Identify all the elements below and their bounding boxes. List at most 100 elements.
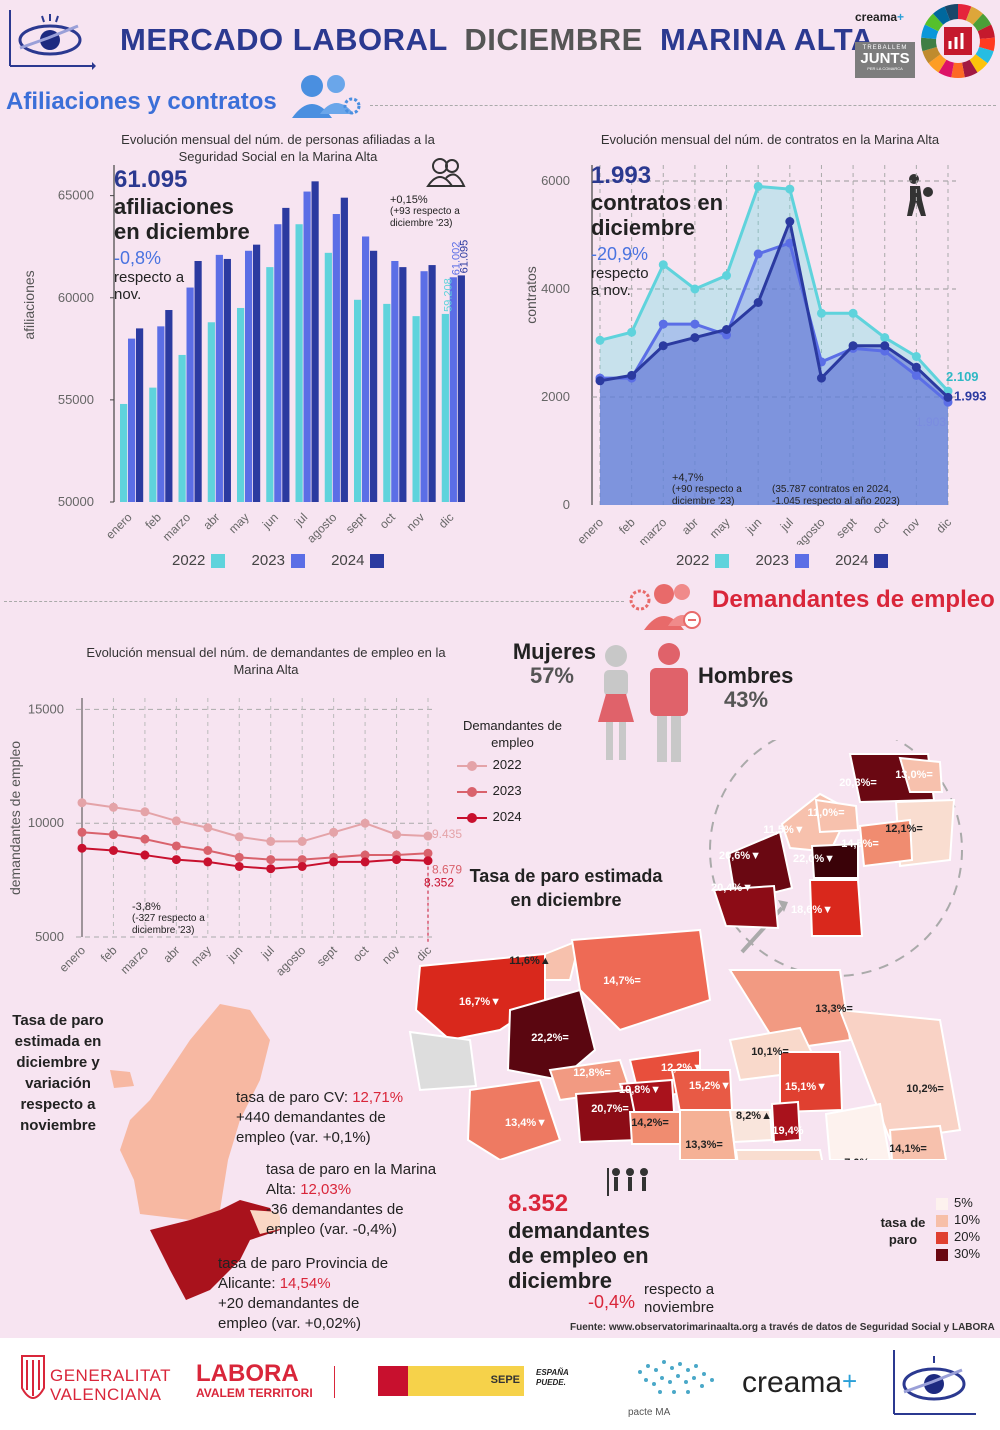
page-title: MERCADO LABORAL DICIEMBRE MARINA ALTA: [120, 22, 874, 58]
map-region-label: 16,7%▼: [459, 996, 501, 1008]
point-2022-marzo: [658, 260, 668, 270]
afiliaciones-variation: -0,8%: [114, 248, 162, 268]
legend-2022-label: 2022: [172, 552, 206, 569]
x-tick-label: oct: [350, 943, 372, 965]
sdg-segment: [969, 54, 988, 73]
bar-2024-oct: [399, 267, 407, 502]
x-tick-label: jun: [223, 943, 245, 965]
map-region-label: 22,2%=: [531, 1032, 569, 1044]
job-seekers-group-icon: [629, 584, 701, 630]
group-icon: [288, 72, 368, 124]
footer-divider: [334, 1366, 335, 1398]
point-2022-oct: [880, 333, 890, 343]
labora-line1: LABORA: [196, 1360, 299, 1387]
bar-end-label: 59.208: [443, 278, 455, 312]
total-variation-label: respecto a noviembre: [644, 1281, 715, 1316]
point-2024-jul: [266, 864, 276, 874]
afiliaciones-big-value: 61.095: [114, 166, 188, 193]
bar-2022-jul: [295, 224, 303, 503]
eye-logo-icon: [9, 10, 96, 70]
zoom-region: [810, 842, 859, 879]
sdg-segment: [924, 13, 944, 32]
bar-2023-nov: [420, 271, 428, 502]
map-region-label: 20,6%▼: [719, 850, 761, 862]
afiliaciones-chart: 50000 55000 60000 65000 afiliaciones enero feb…: [21, 165, 471, 545]
afiliaciones-chart-title: Evolución mensual del núm. de personas a…: [121, 132, 435, 164]
bar-2023-enero: [128, 338, 136, 502]
legend-2024-label: 2024: [331, 552, 365, 569]
bar-2024-jul: [311, 181, 319, 502]
map-region-label: 18,6%▼: [791, 904, 833, 916]
point-2024-sept: [329, 857, 339, 867]
cv-block-title: Tasa de paro estimada en diciembre y var…: [12, 1012, 104, 1134]
y-tick-label: 6000: [541, 173, 570, 188]
zoom-region: [712, 884, 780, 930]
map-legend-item-5: 5%: [936, 1194, 980, 1211]
legend-2023-label: 2023: [251, 552, 285, 569]
legend-dem-2022-label: 2022: [492, 757, 522, 772]
hombres-label: Hombres: [698, 663, 794, 688]
point-2022-oct: [360, 818, 370, 828]
zoom-circle: [709, 740, 963, 977]
x-tick-label: sept: [833, 515, 859, 541]
legend-dem-2024: 2024: [455, 809, 570, 835]
contratos-legend: 2022 2023 2024: [676, 552, 889, 569]
legend2-2023-swatch: [794, 554, 809, 569]
bar-2023-jul: [303, 191, 311, 502]
bar-2022-sept: [354, 299, 362, 502]
line-2023: [81, 831, 429, 861]
map-legend-item-10: 10%: [936, 1211, 980, 1228]
afiliaciones-note-detail: (+93 respecto a diciembre '23): [390, 206, 460, 229]
afiliaciones-note-pct: +0,15%: [390, 194, 428, 206]
x-tick-label: agosto: [273, 943, 309, 979]
bar-2022-nov: [412, 316, 420, 502]
hombres-block: Hombres 43%: [698, 664, 808, 712]
map-region: [466, 1078, 562, 1160]
bar-end-label: 61.095: [459, 240, 471, 274]
point-2023-marzo: [658, 319, 668, 329]
man-icon: [644, 642, 694, 769]
prov-text1: tasa de paro Provincia de Alicante:: [218, 1255, 389, 1292]
map-region: [734, 1149, 824, 1160]
section-divider-bottom: [4, 601, 624, 602]
point-2024-may: [722, 325, 732, 334]
afiliaciones-big-label: afiliaciones en diciembre: [114, 194, 250, 244]
x-tick-label: agosto: [304, 510, 340, 545]
sdg-center: [944, 27, 972, 55]
prov-text2: +20 demandantes de empleo (var. +0,02%): [218, 1295, 361, 1332]
bar-2023-jun: [274, 224, 282, 503]
title-part3: MARINA ALTA: [659, 22, 874, 57]
point-2022-feb: [108, 802, 118, 812]
line-2024: [599, 216, 950, 399]
sdg-segment: [951, 62, 965, 79]
y-tick-label: 65000: [58, 188, 94, 203]
zoom-region: [858, 818, 914, 868]
sdg-wheel-icon: [921, 4, 995, 79]
title-part2: DICIEMBRE: [464, 22, 643, 57]
point-2024-jun: [753, 298, 763, 307]
total-variation: -0,4%: [588, 1292, 636, 1312]
map-legend-5: 5%: [954, 1195, 973, 1210]
x-tick-label: nov: [404, 510, 428, 534]
map-region-label: 20,3%=: [839, 777, 877, 789]
point-2022-may: [203, 823, 213, 833]
valencia-map: [110, 1004, 280, 1300]
map-region-label: 13,0%=: [895, 769, 933, 781]
map-region-label: 13,4%▼: [505, 1117, 547, 1129]
contratos-summary: 1.993 contratos en diciembre -20,9% resp…: [591, 162, 751, 299]
point-2023-enero: [77, 827, 87, 837]
zoom-region: [898, 756, 944, 793]
sdg-segment: [958, 4, 972, 21]
point-2024-dic: [943, 392, 953, 402]
point-2024-sept: [848, 341, 858, 351]
demandantes-chart: 5000 10000 15000 demandantes de empleo 9.435…: [7, 698, 462, 979]
sdg-segment: [977, 24, 995, 39]
point-2022-sept: [848, 308, 858, 318]
y-tick-label: 15000: [28, 701, 64, 716]
title-part1: MERCADO LABORAL: [120, 22, 448, 57]
point-2022-jul: [785, 184, 795, 194]
x-tick-label: jul: [291, 510, 310, 529]
sdg-segment: [928, 54, 947, 73]
map-legend-30: 30%: [954, 1246, 981, 1261]
x-tick-label: feb: [616, 515, 638, 537]
